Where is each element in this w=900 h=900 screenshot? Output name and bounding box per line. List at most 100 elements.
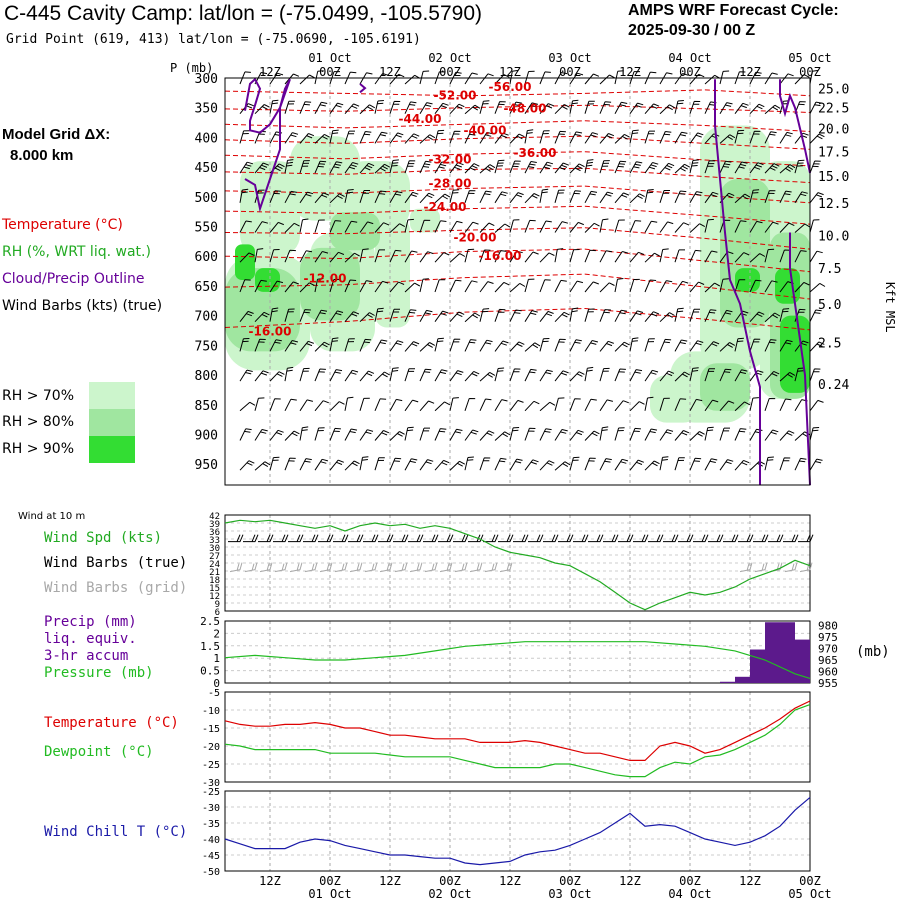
wind-speed-label: Wind Spd (kts)	[44, 530, 162, 546]
wind-barb	[629, 220, 642, 233]
cross-section-panel: -56.00 -52.00 -48.00 -44.00 -40.00 -36.00 -32.…	[170, 51, 897, 486]
wind-barb	[284, 366, 294, 382]
wind-barb-grid	[784, 562, 798, 573]
wind-barb	[479, 222, 495, 233]
wind-barb	[329, 129, 339, 144]
height-tick: 12.5	[818, 197, 849, 212]
legend-rh70: RH > 70%	[2, 388, 75, 404]
dewpoint-line	[224, 704, 811, 778]
temperature-contour	[224, 248, 811, 273]
wind-barb-grid	[439, 562, 453, 573]
wind-barb	[539, 130, 550, 144]
wind-barb	[299, 282, 315, 293]
wind-barb	[674, 430, 690, 441]
wind-barb	[344, 252, 360, 263]
wind-barb	[794, 250, 807, 263]
time-tick-bottom: 12Z	[259, 874, 281, 888]
pressure-tick-right: 980	[818, 620, 838, 633]
wind-barb	[494, 159, 505, 174]
wind-barb	[404, 426, 414, 441]
wind-barb	[779, 222, 795, 233]
y-tick: 2	[213, 627, 220, 640]
pressure-tick: 300	[195, 72, 218, 87]
temperature-contour	[224, 307, 811, 331]
wind-barb	[359, 280, 373, 293]
wind-barb	[644, 428, 658, 441]
y-tick: -10	[202, 706, 220, 717]
rh-80-region	[330, 212, 380, 251]
date-label-top: 05 Oct	[788, 51, 831, 65]
wind-barb	[329, 161, 343, 174]
wind-barb-true	[633, 534, 649, 543]
wind-barb	[479, 371, 496, 382]
time-tick-bottom: 12Z	[379, 874, 401, 888]
wind-barb	[374, 222, 390, 233]
temperature-contour-label: -36.00	[514, 146, 557, 160]
wind-barb	[704, 160, 716, 174]
wind-barb	[434, 102, 449, 114]
wind-barb	[809, 427, 820, 441]
wind-barb	[629, 427, 641, 441]
wind-barb	[314, 278, 324, 293]
temperature-contour-label: -28.00	[429, 176, 472, 190]
wind-barb	[419, 459, 434, 471]
wind-barb	[314, 133, 330, 144]
time-tick-top: 12Z	[259, 65, 281, 79]
wind-barb	[419, 160, 432, 174]
rh-90-region	[235, 244, 255, 281]
wind-barb	[389, 159, 399, 174]
time-tick-bottom: 00Z	[439, 874, 461, 888]
temperature-contour-label: -56.00	[489, 80, 532, 94]
wind-barb	[734, 459, 750, 471]
temperature-contour-label: -48.00	[504, 101, 547, 115]
wind-barb	[599, 191, 614, 204]
wind-barb	[599, 340, 614, 352]
wind-barb	[629, 102, 644, 114]
rh-90-region	[735, 268, 760, 292]
date-label-top: 02 Oct	[428, 51, 471, 65]
wind-barb	[359, 104, 376, 115]
wind-barb-grid	[499, 562, 513, 573]
wind-barb	[644, 338, 655, 352]
wind-barb-grid	[229, 562, 243, 573]
wind-barb	[659, 131, 672, 144]
wind-barb	[284, 457, 296, 471]
y-tick: 0	[213, 677, 220, 690]
pressure-tick: 350	[195, 102, 218, 117]
wind-barb	[614, 278, 624, 293]
rh-90-region	[775, 268, 800, 304]
wind-barb	[689, 249, 702, 263]
wind-barb	[734, 193, 751, 204]
wind-barb	[389, 367, 399, 382]
wind-barb	[479, 73, 494, 85]
wind-barb	[704, 399, 719, 412]
y-tick: -30	[202, 778, 220, 789]
wind-barb	[809, 282, 826, 293]
wind-barb-true	[648, 534, 664, 543]
wind-barb	[584, 457, 596, 471]
wind-barb-grid	[484, 562, 498, 573]
wind-barb	[689, 367, 699, 382]
wind-barb	[344, 396, 354, 411]
wind-barb	[389, 249, 402, 263]
wind-barb	[494, 399, 508, 412]
wind-barb	[329, 193, 345, 204]
wind-barb	[554, 338, 566, 352]
wind-barb	[239, 401, 256, 412]
wind-barb	[719, 309, 733, 322]
pressure-tick-right: 970	[818, 643, 838, 656]
wind-barb	[659, 221, 674, 233]
wind-barb-grid	[469, 562, 483, 573]
wind-barb-true	[573, 534, 589, 543]
wind-barb	[539, 428, 552, 441]
wind-barb	[284, 281, 299, 293]
wind-barb	[644, 220, 658, 233]
wind-barb	[299, 340, 314, 352]
wind-barb	[389, 457, 402, 471]
wind-barb-true	[738, 534, 754, 543]
wind-barb	[674, 457, 685, 471]
wind-barb	[479, 398, 492, 412]
cloud-outline	[779, 79, 811, 174]
